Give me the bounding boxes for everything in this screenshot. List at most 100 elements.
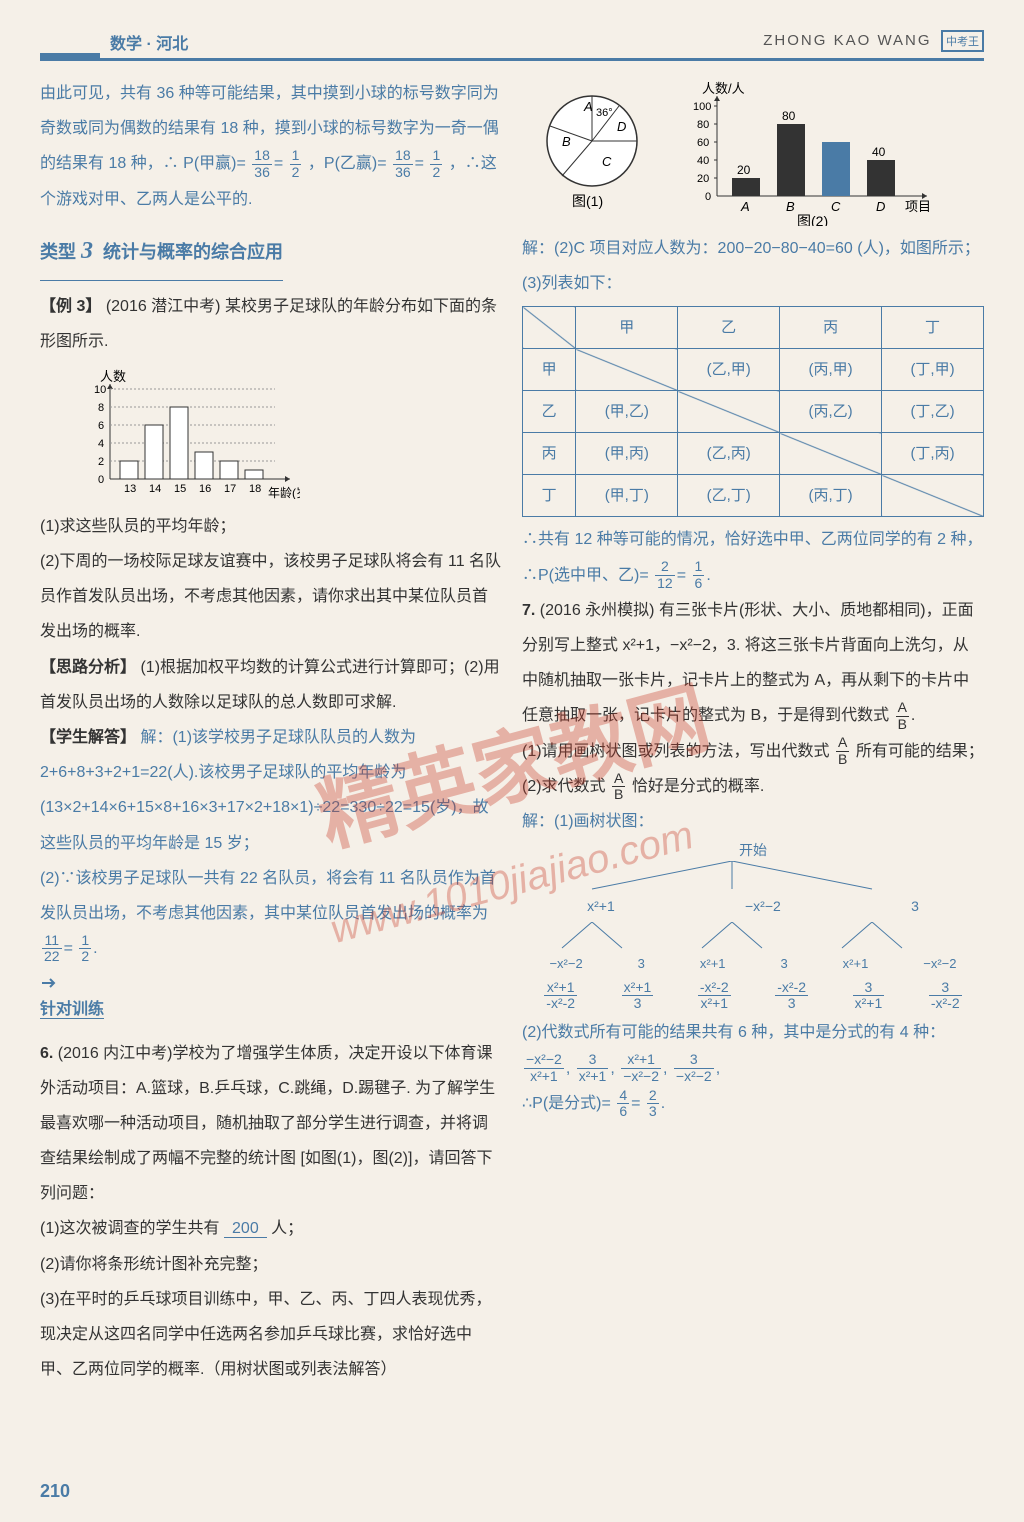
svg-text:图(2): 图(2)	[797, 213, 828, 226]
practice-label: 针对训练	[40, 1001, 104, 1019]
content-columns: 由此可见，共有 36 种等可能结果，其中摸到小球的标号数字同为奇数或同为偶数的结…	[40, 76, 984, 1387]
solve-p: 【学生解答】 解：(1)该学校男子足球队队员的人数为 2+6+8+3+2+1=2…	[40, 720, 502, 861]
svg-text:14: 14	[149, 483, 161, 495]
svg-text:17: 17	[224, 483, 236, 495]
svg-text:B: B	[562, 134, 571, 149]
p-yi: ，P(乙赢)=	[308, 155, 387, 172]
svg-text:项目: 项目	[905, 199, 931, 214]
section-number: 3	[81, 238, 93, 264]
p-jia: P(甲赢)=	[183, 155, 246, 172]
svg-text:0: 0	[98, 474, 104, 486]
svg-text:15: 15	[174, 483, 186, 495]
p6-q1-answer: 200	[224, 1220, 267, 1238]
svg-text:18: 18	[249, 483, 261, 495]
svg-text:36°: 36°	[596, 107, 613, 119]
p6-num: 6.	[40, 1045, 53, 1062]
example-3: 【例 3】 (2016 潜江中考) 某校男子足球队的年龄分布如下面的条形图所示.	[40, 289, 502, 359]
svg-text:C: C	[602, 154, 612, 169]
tree-branches-1	[522, 861, 942, 891]
p7-q2-end: 恰好是分式的概率.	[632, 778, 764, 795]
example-text: (2016 潜江中考) 某校男子足球队的年龄分布如下面的条形图所示.	[40, 298, 497, 350]
tree-diagram: 开始 x²+1 −x²−2 3 −x²−23 x²+13 x²+1−x²−2	[522, 839, 984, 1011]
svg-text:40: 40	[872, 145, 886, 159]
p7-q2: (2)求代数式 AB 恰好是分式的概率.	[522, 769, 984, 804]
p7-final-text: ∴P(是分式)=	[522, 1095, 611, 1112]
p6-q3: (3)在平时的乒乓球项目训练中，甲、乙、丙、丁四人表现优秀，现决定从这四名同学中…	[40, 1282, 502, 1388]
page-header: 数学 · 河北 ZHONG KAO WANG 中考王	[40, 30, 984, 61]
analysis-p: 【思路分析】 (1)根据加权平均数的计算公式进行计算即可；(2)用首发队员出场的…	[40, 650, 502, 720]
svg-text:40: 40	[697, 155, 709, 167]
page-number: 210	[40, 1481, 70, 1502]
q1-text: (1)求这些队员的平均年龄；	[40, 509, 502, 544]
svg-text:图(1): 图(1)	[572, 193, 603, 209]
section-title-text: 统计与概率的综合应用	[103, 242, 283, 262]
p6-q1-text: (1)这次被调查的学生共有	[40, 1220, 220, 1237]
svg-text:2: 2	[98, 456, 104, 468]
p6-q1: (1)这次被调查的学生共有 200 人；	[40, 1211, 502, 1246]
table-conclusion: ∴共有 12 种等可能的情况，恰好选中甲、乙两位同学的有 2 种，∴P(选中甲、…	[522, 522, 984, 592]
solve-p2: (2)∵该校男子足球队一共有 22 名队员，将会有 11 名队员作为首发队员出场…	[40, 861, 502, 967]
solve-text1: 解：(1)该学校男子足球队队员的人数为 2+6+8+3+2+1=22(人).该校…	[40, 729, 489, 852]
bar-chart-ex3: 人数 2 4 6 8 10 0	[80, 369, 502, 499]
problem-7: 7. (2016 永州模拟) 有三张卡片(形状、大小、质地都相同)，正面分别写上…	[522, 593, 984, 734]
p7-q2-text: (2)求代数式	[522, 778, 606, 795]
intro-paragraph: 由此可见，共有 36 种等可能结果，其中摸到小球的标号数字同为奇数或同为偶数的结…	[40, 76, 502, 217]
svg-text:60: 60	[697, 137, 709, 149]
header-pinyin: ZHONG KAO WANG	[763, 32, 931, 49]
svg-text:20: 20	[737, 163, 751, 177]
tree-sol-label: 解：(1)画树状图：	[522, 804, 984, 839]
tree-branches-2	[522, 922, 942, 950]
svg-text:4: 4	[98, 438, 104, 450]
svg-text:8: 8	[98, 402, 104, 414]
p7-q1-text: (1)请用画树状图或列表的方法，写出代数式	[522, 743, 830, 760]
outcome-table: 甲 乙 丙 丁 甲(乙,甲)(丙,甲)(丁,甲) 乙(甲,乙)(丙,乙)(丁,乙…	[522, 306, 984, 517]
problem-6: 6. (2016 内江中考)学校为了增强学生体质，决定开设以下体育课外活动项目：…	[40, 1036, 502, 1212]
svg-text:B: B	[786, 199, 795, 214]
section-type-label: 类型	[40, 242, 76, 262]
svg-text:A: A	[583, 99, 593, 114]
solve-text2: (2)∵该校男子足球队一共有 22 名队员，将会有 11 名队员作为首发队员出场…	[40, 870, 496, 922]
svg-text:13: 13	[124, 483, 136, 495]
example-label: 【例 3】	[40, 298, 101, 315]
sol-2: 解：(2)C 项目对应人数为：200−20−80−40=60 (人)，如图所示；	[522, 231, 984, 266]
p7-q1-end: 所有可能的结果；	[856, 743, 984, 760]
svg-text:C: C	[831, 199, 841, 214]
svg-text:80: 80	[697, 119, 709, 131]
svg-text:10: 10	[94, 384, 106, 396]
q2-text: (2)下周的一场校际足球友谊赛中，该校男子足球队将会有 11 名队员作首发队员出…	[40, 544, 502, 650]
section-3-title: 类型 3 统计与概率的综合应用	[40, 217, 502, 289]
charts-pair: A 36° D C B 图(1) 人数/人 20 40 60 80 100	[522, 81, 984, 226]
svg-text:16: 16	[199, 483, 211, 495]
pie-chart: A 36° D C B 图(1)	[522, 81, 672, 211]
p6-q2: (2)请你将条形统计图补充完整；	[40, 1247, 502, 1282]
svg-text:D: D	[876, 199, 885, 214]
header-subject: 数学 · 河北	[110, 30, 188, 54]
p7-q1: (1)请用画树状图或列表的方法，写出代数式 AB 所有可能的结果；	[522, 734, 984, 769]
svg-text:年龄(岁): 年龄(岁)	[268, 485, 300, 499]
solve-label: 【学生解答】	[40, 729, 136, 746]
bar-chart-2: 人数/人 20 40 60 80 100 0 20 80	[687, 81, 947, 226]
left-column: 由此可见，共有 36 种等可能结果，其中摸到小球的标号数字同为奇数或同为偶数的结…	[40, 76, 502, 1387]
p7-num: 7.	[522, 602, 535, 619]
arrow-icon	[40, 974, 58, 992]
svg-text:6: 6	[98, 420, 104, 432]
svg-text:20: 20	[697, 173, 709, 185]
p7-final: ∴P(是分式)= 46= 23.	[522, 1086, 984, 1121]
analysis-label: 【思路分析】	[40, 659, 136, 676]
practice-header: 针对训练	[40, 974, 502, 1027]
tree-start: 开始	[522, 839, 984, 861]
right-column: A 36° D C B 图(1) 人数/人 20 40 60 80 100	[522, 76, 984, 1387]
conclusion-text: ∴共有 12 种等可能的情况，恰好选中甲、乙两位同学的有 2 种，∴P(选中甲、…	[522, 531, 982, 583]
svg-text:80: 80	[782, 109, 796, 123]
svg-text:A: A	[740, 199, 750, 214]
svg-text:100: 100	[693, 101, 711, 113]
header-right-wrap: ZHONG KAO WANG 中考王	[763, 30, 984, 54]
svg-text:人数/人: 人数/人	[702, 81, 745, 96]
svg-text:人数: 人数	[100, 369, 126, 384]
p7-sol2: (2)代数式所有可能的结果共有 6 种，其中是分式的有 4 种： −x²−2x²…	[522, 1015, 984, 1085]
svg-text:D: D	[617, 119, 626, 134]
p6-text: (2016 内江中考)学校为了增强学生体质，决定开设以下体育课外活动项目：A.篮…	[40, 1045, 495, 1203]
p7-sol2-text: (2)代数式所有可能的结果共有 6 种，其中是分式的有 4 种：	[522, 1024, 945, 1041]
svg-text:0: 0	[705, 191, 711, 203]
sol-3-label: (3)列表如下：	[522, 266, 984, 301]
